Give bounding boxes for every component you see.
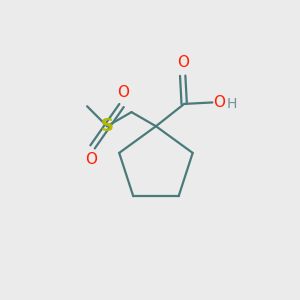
- Text: O: O: [177, 55, 189, 70]
- Text: O: O: [117, 85, 129, 100]
- Text: S: S: [100, 117, 113, 135]
- Text: H: H: [227, 97, 237, 111]
- Text: O: O: [213, 95, 225, 110]
- Text: O: O: [85, 152, 97, 167]
